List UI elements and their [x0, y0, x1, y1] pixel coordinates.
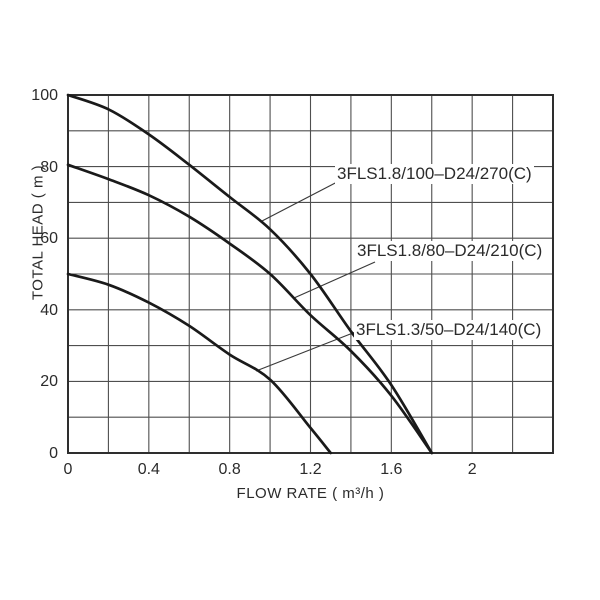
- y-tick-label: 20: [40, 373, 58, 391]
- leader-lines: [255, 179, 376, 372]
- y-tick-label: 80: [40, 158, 58, 176]
- curve-label-3fls1-8-100: 3FLS1.8/100–D24/270(C): [335, 164, 534, 184]
- x-tick-label: 0.4: [137, 461, 160, 478]
- x-tick-label: 1.6: [380, 461, 403, 478]
- x-axis-title: FLOW RATE ( m³/h ): [236, 485, 385, 502]
- pump-curve: [66, 163, 434, 455]
- x-tick-label: 0.8: [218, 461, 241, 478]
- pump-curve: [66, 93, 434, 455]
- curve-label-leader-line: [293, 261, 376, 299]
- x-tick-label: 1.2: [299, 461, 322, 478]
- y-tick-label: 40: [40, 301, 58, 319]
- curve-label-3fls1-3-50: 3FLS1.3/50–D24/140(C): [354, 320, 544, 340]
- y-tick-label: 100: [31, 87, 58, 104]
- y-tick-label: 0: [49, 445, 58, 462]
- x-tick-label: 0: [63, 461, 73, 478]
- x-tick-label: 2: [467, 461, 477, 478]
- pump-curve: [66, 272, 333, 455]
- curve-label-leader-line: [261, 179, 342, 222]
- y-tick-label: 60: [40, 230, 58, 248]
- y-axis-title: TOTAL HEAD ( m ): [29, 164, 47, 301]
- performance-curves: [66, 93, 434, 455]
- grid-lines: [68, 95, 553, 453]
- curve-label-leader-line: [255, 330, 359, 372]
- curve-label-3fls1-8-80: 3FLS1.8/80–D24/210(C): [355, 241, 545, 261]
